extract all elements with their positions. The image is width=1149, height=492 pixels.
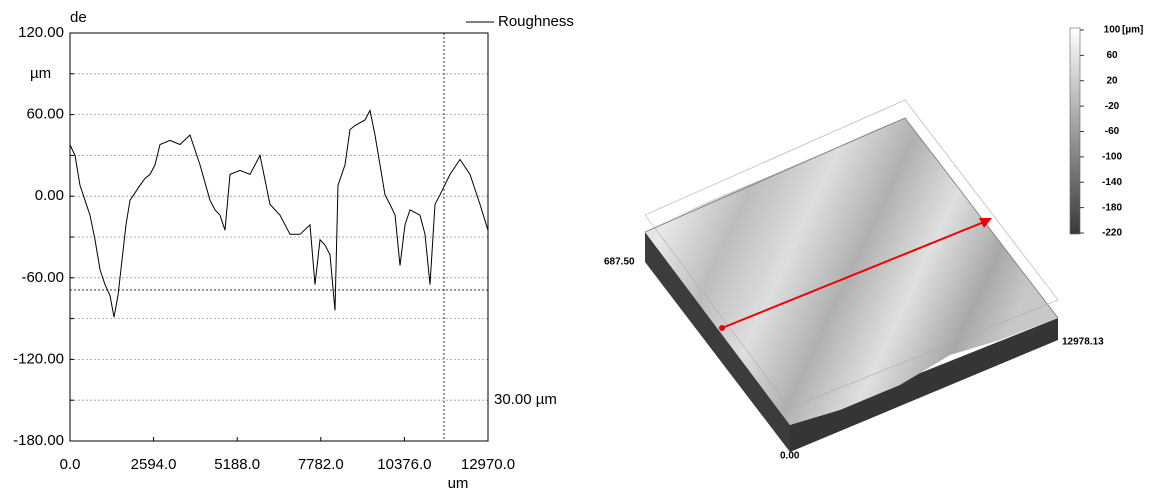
arrow-start xyxy=(719,325,725,331)
colorbar-label: 60 xyxy=(1106,50,1118,61)
x-tick-label: 0.0 xyxy=(60,456,81,473)
line-series xyxy=(70,111,488,318)
y-label: de xyxy=(70,9,87,26)
surface-3d: [µm] 687.50 12978.13 0.00 xyxy=(604,25,1143,462)
legend-label: Roughness xyxy=(498,13,574,30)
x-tick-label: 12970.0 xyxy=(461,456,515,473)
colorbar-label: 20 xyxy=(1106,75,1118,86)
page: [µm] 687.50 12978.13 0.00 de um 120.00 60… xyxy=(0,0,1149,492)
x-label: um xyxy=(448,475,469,492)
colorbar-label: -220 xyxy=(1102,228,1122,239)
annotation: 30.00 µm xyxy=(494,391,557,408)
y-tick-label: 60.00 xyxy=(26,106,64,123)
y-tick-label: 0.00 xyxy=(35,187,64,204)
colorbar-label: -60 xyxy=(1105,126,1120,137)
colorbar-unit: [µm] xyxy=(1122,25,1143,36)
y-extent: 687.50 xyxy=(604,257,635,268)
y-unit: µm xyxy=(30,65,51,82)
colorbar-label: -180 xyxy=(1102,202,1122,213)
y-tick-label: -60.00 xyxy=(21,269,64,286)
y-tick-label: 120.00 xyxy=(18,24,64,41)
x-extent: 12978.13 xyxy=(1062,337,1104,348)
colorbar xyxy=(1070,28,1080,234)
x-tick-label: 5188.0 xyxy=(214,456,260,473)
colorbar-label: -20 xyxy=(1105,101,1120,112)
x-tick-label: 10376.0 xyxy=(377,456,431,473)
colorbar-label: 100 xyxy=(1104,25,1121,36)
surface-top xyxy=(645,118,1058,425)
x-tick-label: 2594.0 xyxy=(131,456,177,473)
colorbar-label: -100 xyxy=(1102,152,1122,163)
y-tick-label: -180.00 xyxy=(13,432,64,449)
x-tick-label: 7782.0 xyxy=(298,456,344,473)
figure: [µm] 687.50 12978.13 0.00 de um 120.00 60… xyxy=(0,0,1149,492)
colorbar-label: -140 xyxy=(1102,177,1122,188)
origin-label: 0.00 xyxy=(780,451,800,462)
y-tick-label: -120.00 xyxy=(13,350,64,367)
